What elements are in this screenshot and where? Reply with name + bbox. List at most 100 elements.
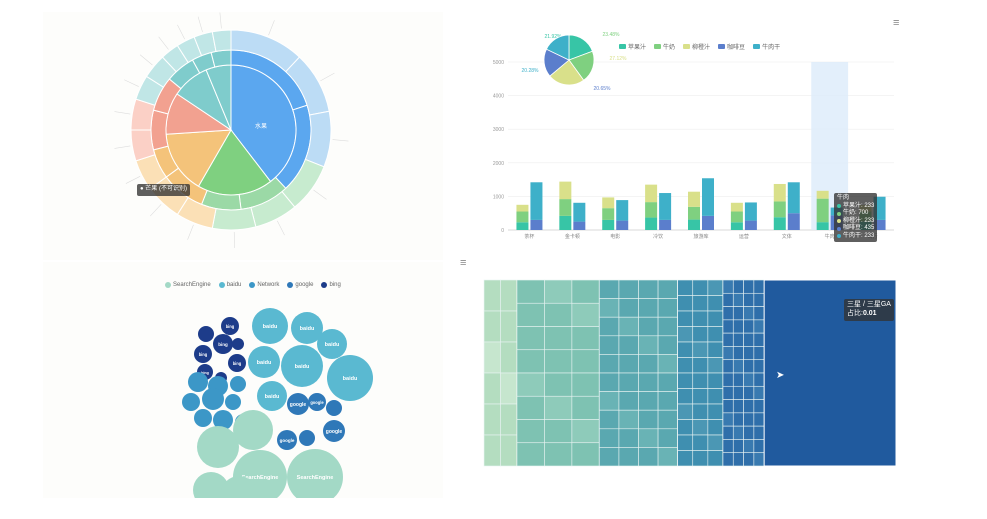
legend-item[interactable]: 咖啡豆 [718, 42, 745, 51]
sunburst-segment [211, 29, 232, 53]
menu-icon[interactable]: ≡ [893, 17, 900, 29]
treemap-tile [516, 302, 545, 327]
bubble-label: SearchEngine [242, 475, 279, 481]
treemap-tile [707, 341, 724, 358]
treemap-tile [692, 326, 709, 343]
treemap-tile [571, 279, 600, 304]
treemap-tile [707, 450, 724, 467]
sunburst-leader-line [219, 12, 222, 29]
sunburst-leader-line [177, 24, 185, 40]
x-tick-label: 运营 [739, 233, 749, 240]
legend-item[interactable]: baidu [218, 282, 242, 288]
bar [602, 219, 615, 230]
treemap-tile [732, 399, 744, 414]
legend-item[interactable]: 牛肉干 [753, 42, 780, 51]
legend-label: baidu [226, 282, 242, 288]
legend-swatch [753, 44, 761, 49]
treemap-tile [743, 425, 755, 440]
treemap-tile [638, 316, 659, 337]
bubble [326, 400, 342, 416]
cursor-icon: ➤ [776, 370, 785, 381]
treemap-tile [753, 306, 765, 321]
bubble [287, 449, 343, 505]
bar [816, 190, 829, 199]
bar [659, 219, 672, 230]
legend-item[interactable]: Network [249, 282, 279, 288]
treemap-tooltip: 三星 / 三星GA 占比:0.01 [844, 299, 894, 321]
treemap-tile [722, 319, 734, 334]
treemap-tile [599, 447, 620, 467]
treemap-tile [571, 372, 600, 397]
legend-item[interactable]: bing [321, 282, 341, 288]
treemap-tile [707, 419, 724, 436]
bubble [233, 410, 273, 450]
legend-item[interactable]: 牛奶 [654, 42, 675, 51]
treemap-tile [722, 385, 734, 400]
bubble-label: baidu [295, 364, 310, 370]
treemap-panel: ≡ 三星 / 三星GA 占比:0.01 ➤ [446, 252, 906, 498]
bubble-label: baidu [300, 326, 315, 332]
bar [730, 222, 743, 230]
sunburst-segment [150, 109, 169, 151]
treemap-tile [707, 403, 724, 420]
bar [530, 219, 543, 230]
treemap-tile [638, 409, 659, 430]
treemap-tile [677, 310, 694, 327]
treemap-tile [732, 292, 744, 307]
treemap-tile [500, 279, 518, 312]
treemap-tile [722, 439, 734, 454]
bubble [182, 393, 200, 411]
menu-icon[interactable]: ≡ [460, 257, 467, 269]
bar [816, 198, 829, 223]
legend-swatch [718, 44, 726, 49]
treemap-tile [692, 295, 709, 312]
treemap-tile [571, 442, 600, 467]
treemap-tile [743, 452, 755, 467]
treemap-tile [638, 279, 659, 299]
legend-item[interactable]: SearchEngine [165, 282, 211, 288]
bubble [198, 326, 214, 342]
bubble-label: bing [199, 352, 208, 357]
bubble [291, 312, 323, 344]
legend-item[interactable]: 苹果汁 [619, 42, 646, 51]
pie-slice [549, 59, 585, 86]
bubble-label: SearchEngine [297, 475, 334, 481]
legend-item[interactable]: google [287, 282, 313, 288]
treemap-tile [743, 332, 755, 347]
treemap-tile [743, 385, 755, 400]
bubble-chart: bing bing bing bing bing baidu baidu baidu baidu… [182, 308, 373, 512]
treemap-tile [753, 346, 765, 361]
treemap-tile [500, 372, 518, 405]
sunburst-leader-line [124, 79, 139, 87]
legend-label: SearchEngine [173, 282, 211, 288]
treemap-tile [599, 354, 620, 374]
treemap-tile [638, 428, 659, 448]
treemap-tile [571, 419, 600, 444]
treemap-tile [677, 341, 694, 358]
pie-slice [545, 34, 570, 61]
sunburst-leader-line [233, 231, 236, 248]
bar [516, 222, 529, 230]
x-tick-label: 电影 [610, 233, 620, 240]
treemap-tile [753, 319, 765, 334]
bubble [232, 338, 244, 350]
bar-pie-panel: ≡ 苹果汁 牛奶 柳橙汁 咖啡豆 牛肉干 0 1000 2000 3000 4000 50… [446, 12, 906, 250]
treemap-tile [722, 292, 734, 307]
bubble [202, 388, 224, 410]
sunburst-panel: 水果 ● 芒果 (不可识别) [43, 12, 443, 260]
legend-label: Network [257, 282, 280, 288]
tooltip-title: 三星 / 三星GA [847, 301, 891, 308]
bar [530, 182, 543, 220]
bar [873, 219, 886, 230]
bubble [213, 410, 233, 430]
treemap-tile [722, 399, 734, 414]
treemap-tile [483, 341, 501, 374]
treemap-tile [544, 349, 573, 374]
bubble-label: baidu [257, 360, 272, 366]
sunburst-leader-line [158, 36, 169, 50]
bar [773, 217, 786, 230]
bar [559, 215, 572, 230]
legend-label: 柳橙汁 [692, 45, 711, 51]
x-tick-label: 牛肉 [825, 233, 835, 240]
legend-item[interactable]: 柳橙汁 [683, 42, 710, 51]
